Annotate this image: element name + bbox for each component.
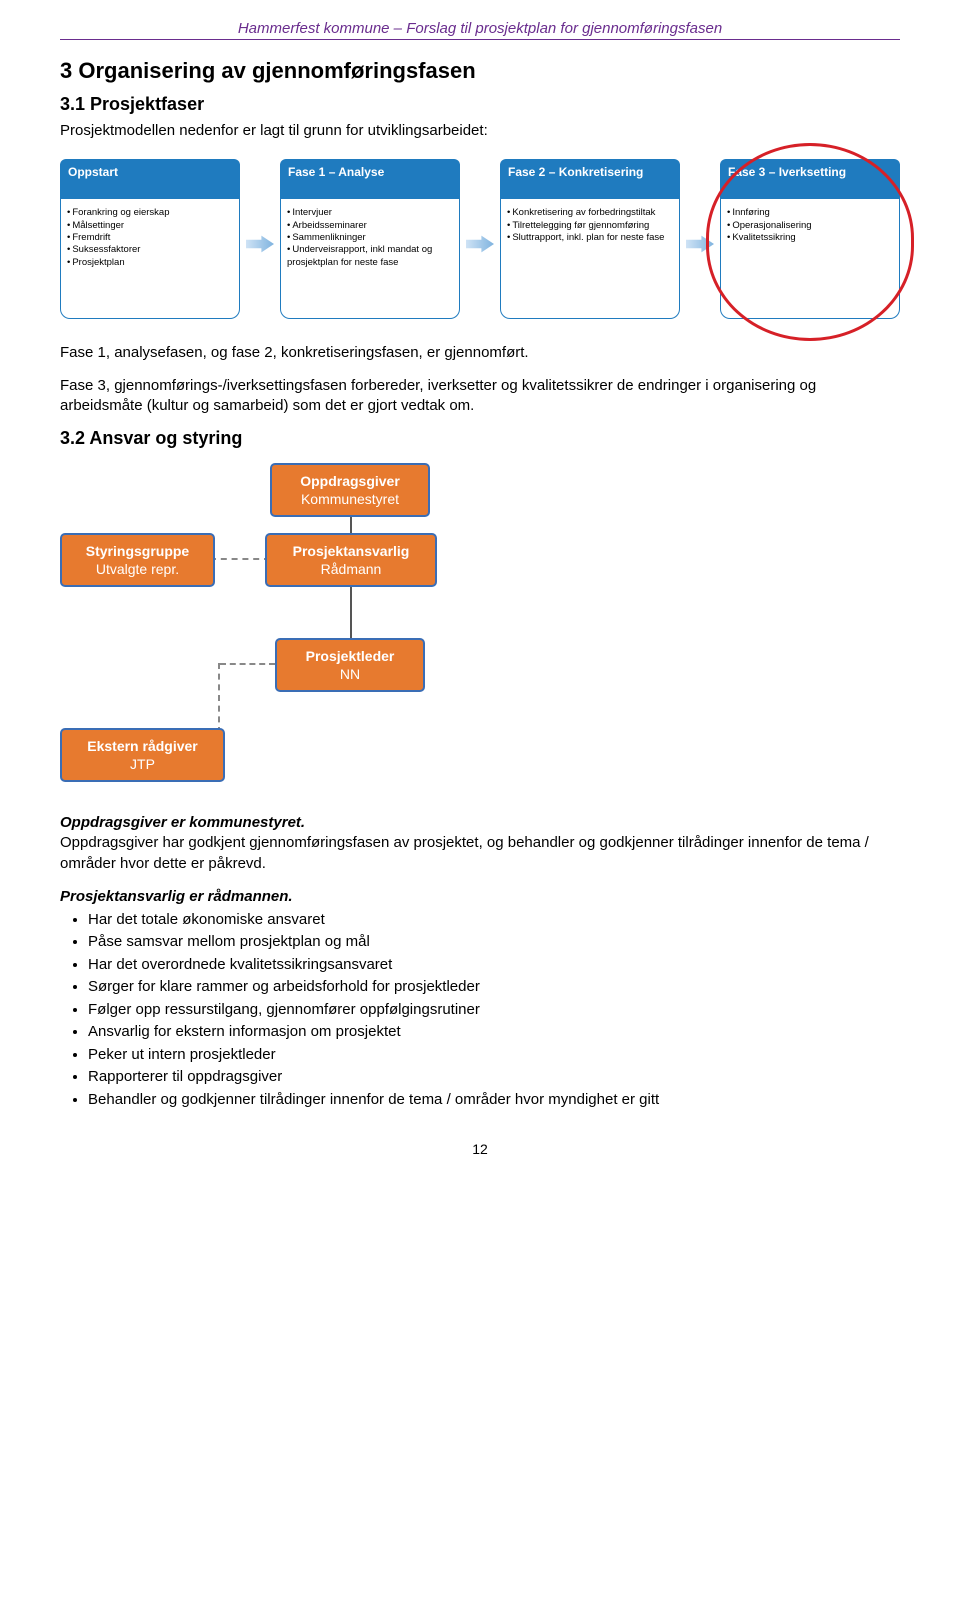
fase3-paragraph: Fase 3, gjennomførings-/iverksettingsfas… [60, 376, 900, 417]
page-header: Hammerfest kommune – Forslag til prosjek… [60, 20, 900, 40]
header-title: Hammerfest kommune – Forslag til prosjek… [60, 20, 900, 37]
section-3-1-heading: 3.1 Prosjektfaser [60, 94, 900, 115]
phase-item: Konkretisering av forbedringstiltak [507, 207, 673, 219]
phase-body: Konkretisering av forbedringstiltakTilre… [500, 199, 680, 319]
list-item: Peker ut intern prosjektleder [88, 1044, 900, 1067]
list-item: Påse samsvar mellom prosjektplan og mål [88, 931, 900, 954]
phase-body: IntervjuerArbeidsseminarerSammenlikninge… [280, 199, 460, 319]
arrow-icon [466, 234, 494, 254]
phase-item: Operasjonalisering [727, 220, 893, 232]
list-item: Behandler og godkjenner tilrådinger inne… [88, 1089, 900, 1112]
org-oppdragsgiver: Oppdragsgiver Kommunestyret [270, 463, 430, 517]
phase-column: Fase 2 – KonkretiseringKonkretisering av… [500, 159, 680, 319]
phase-title: Fase 2 – Konkretisering [500, 159, 680, 199]
intro-paragraph: Prosjektmodellen nedenfor er lagt til gr… [60, 121, 900, 141]
phase-item: Prosjektplan [67, 257, 233, 269]
phase-item: Kvalitetssikring [727, 232, 893, 244]
prosjektansvarlig-bullets: Har det totale økonomiske ansvaretPåse s… [60, 909, 900, 1112]
org-box-title: Prosjektansvarlig [277, 542, 425, 560]
phase-item: Innføring [727, 207, 893, 219]
phase-item: Forankring og eierskap [67, 207, 233, 219]
org-dash [220, 663, 275, 665]
prosjektansvarlig-label: Prosjektansvarlig er rådmannen. [60, 888, 900, 905]
org-box-sub: Kommunestyret [282, 490, 418, 508]
phase-body: InnføringOperasjonaliseringKvalitetssikr… [720, 199, 900, 319]
phase-item: Fremdrift [67, 232, 233, 244]
phase-column: Fase 1 – AnalyseIntervjuerArbeidsseminar… [280, 159, 460, 319]
list-item: Sørger for klare rammer og arbeidsforhol… [88, 976, 900, 999]
phase-item: Tilrettelegging før gjennomføring [507, 220, 673, 232]
phase-body: Forankring og eierskapMålsettingerFremdr… [60, 199, 240, 319]
phase-title: Fase 3 – Iverksetting [720, 159, 900, 199]
phase-item: Underveisrapport, inkl mandat og prosjek… [287, 244, 453, 269]
org-dash [218, 663, 220, 733]
org-prosjektansvarlig: Prosjektansvarlig Rådmann [265, 533, 437, 587]
list-item: Har det overordnede kvalitetssikringsans… [88, 954, 900, 977]
phase-item: Arbeidsseminarer [287, 220, 453, 232]
org-box-title: Ekstern rådgiver [72, 737, 213, 755]
org-chart: Oppdragsgiver Kommunestyret Styringsgrup… [60, 463, 620, 793]
oppdragsgiver-text: Oppdragsgiver har godkjent gjennomføring… [60, 834, 869, 871]
org-dash [210, 558, 270, 560]
phase-item: Sammenlikninger [287, 232, 453, 244]
phase-column: Fase 3 – IverksettingInnføringOperasjona… [720, 159, 900, 319]
org-box-sub: JTP [72, 755, 213, 773]
list-item: Har det totale økonomiske ansvaret [88, 909, 900, 932]
phase-item: Sluttrapport, inkl. plan for neste fase [507, 232, 673, 244]
org-ekstern-radgiver: Ekstern rådgiver JTP [60, 728, 225, 782]
list-item: Ansvarlig for ekstern informasjon om pro… [88, 1021, 900, 1044]
phase-title: Fase 1 – Analyse [280, 159, 460, 199]
org-box-sub: Utvalgte repr. [72, 560, 203, 578]
org-styringsgruppe: Styringsgruppe Utvalgte repr. [60, 533, 215, 587]
phase-item: Målsettinger [67, 220, 233, 232]
page-number: 12 [60, 1141, 900, 1157]
org-line [350, 583, 352, 638]
org-prosjektleder: Prosjektleder NN [275, 638, 425, 692]
section-3-heading: 3 Organisering av gjennomføringsfasen [60, 58, 900, 84]
oppdragsgiver-paragraph: Oppdragsgiver er kommunestyret. Oppdrags… [60, 813, 900, 874]
org-box-sub: Rådmann [277, 560, 425, 578]
phase-item: Intervjuer [287, 207, 453, 219]
org-box-title: Oppdragsgiver [282, 472, 418, 490]
arrow-icon [686, 234, 714, 254]
org-box-sub: NN [287, 665, 413, 683]
list-item: Følger opp ressurstilgang, gjennomfører … [88, 999, 900, 1022]
fase1-2-paragraph: Fase 1, analysefasen, og fase 2, konkret… [60, 343, 900, 363]
phase-column: OppstartForankring og eierskapMålsetting… [60, 159, 240, 319]
org-box-title: Styringsgruppe [72, 542, 203, 560]
phase-diagram: OppstartForankring og eierskapMålsetting… [60, 159, 900, 319]
arrow-icon [246, 234, 274, 254]
phase-item: Suksessfaktorer [67, 244, 233, 256]
section-3-2-heading: 3.2 Ansvar og styring [60, 428, 900, 449]
list-item: Rapporterer til oppdragsgiver [88, 1066, 900, 1089]
phase-title: Oppstart [60, 159, 240, 199]
oppdragsgiver-label: Oppdragsgiver er kommunestyret. [60, 814, 305, 831]
org-box-title: Prosjektleder [287, 647, 413, 665]
